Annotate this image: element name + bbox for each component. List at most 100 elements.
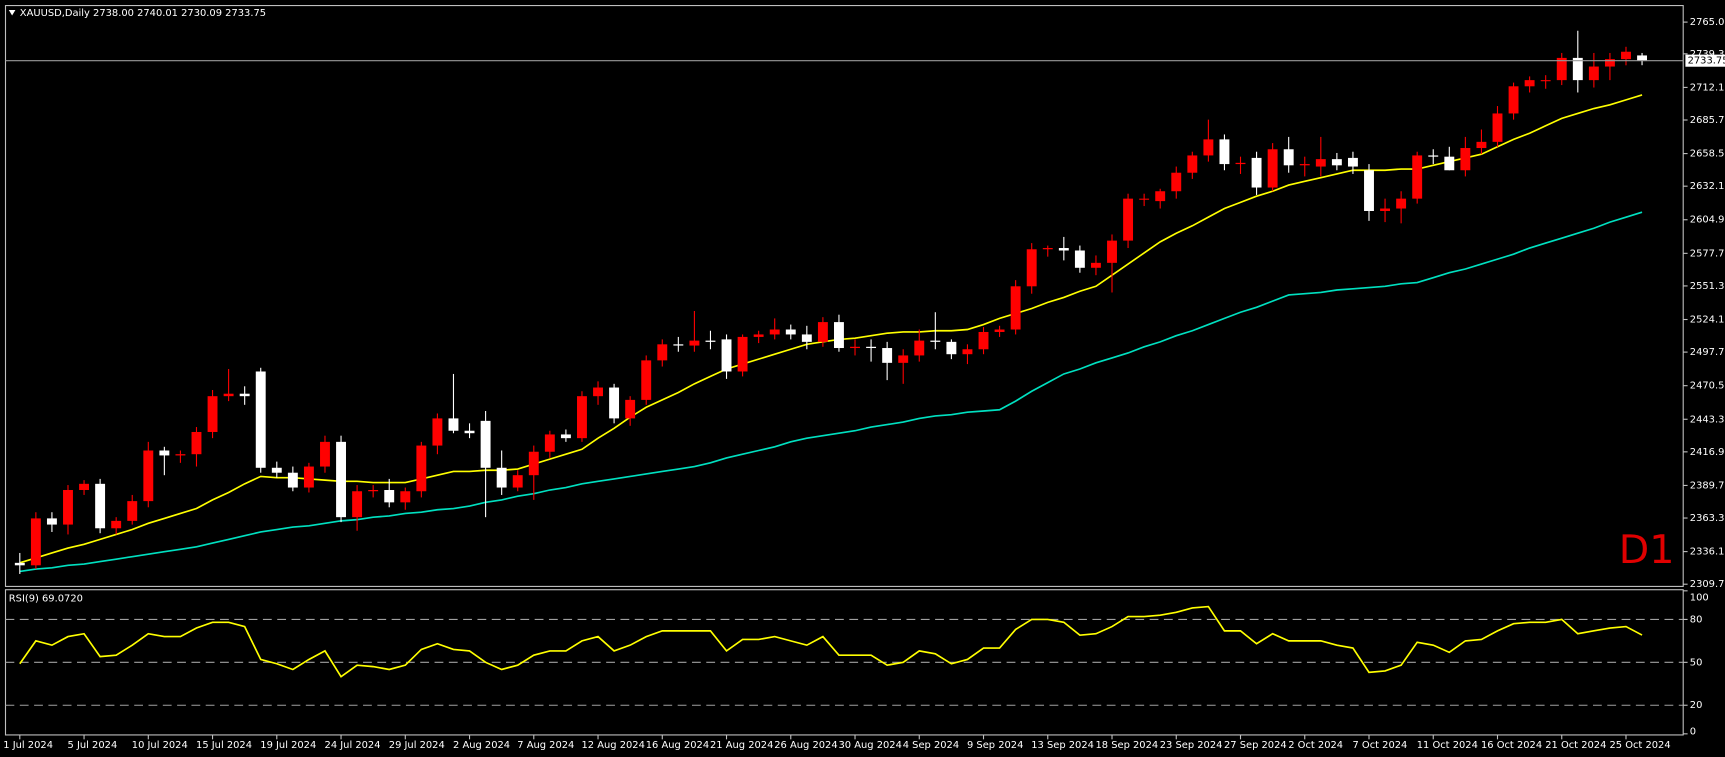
- candle-body: [1235, 162, 1246, 165]
- candle-body: [673, 344, 684, 346]
- x-tick-label: 4 Sep 2024: [903, 740, 959, 751]
- candle-body: [817, 322, 828, 342]
- candle-body: [962, 349, 973, 355]
- candle-body: [14, 562, 25, 566]
- candle-body: [46, 518, 57, 525]
- x-tick-label: 5 Jul 2024: [68, 740, 118, 751]
- y-tick-label: 2524.10: [1690, 315, 1725, 326]
- candle-body: [914, 340, 925, 356]
- candle-body: [785, 329, 796, 335]
- candle-body: [1267, 149, 1278, 188]
- rsi-title: RSI(9) 69.0720: [9, 594, 83, 605]
- price-panel: [4, 5, 1684, 587]
- candle-body: [480, 420, 491, 468]
- candle-body: [1283, 149, 1294, 166]
- candle-body: [432, 418, 443, 446]
- x-tick-label: 2 Oct 2024: [1288, 740, 1343, 751]
- y-tick-label: 2765.00: [1690, 17, 1725, 28]
- candle-body: [1508, 86, 1519, 114]
- candle-body: [416, 445, 427, 492]
- candle-body: [127, 501, 138, 521]
- y-tick-label: 2497.70: [1690, 347, 1725, 358]
- candle-body: [850, 346, 860, 349]
- candle-body: [1364, 170, 1374, 211]
- candle-body: [641, 360, 652, 400]
- candle-body: [1010, 286, 1021, 330]
- candle-body: [1074, 250, 1085, 268]
- x-tick-label: 7 Aug 2024: [517, 740, 574, 751]
- candle-body: [1171, 172, 1182, 192]
- candle-body: [898, 355, 909, 363]
- candle-body: [496, 467, 507, 488]
- y-tick-label: 80: [1690, 614, 1703, 625]
- candle-body: [1155, 191, 1166, 202]
- rsi-line: [19, 605, 1643, 678]
- candle-body: [769, 329, 780, 335]
- candle-body: [593, 387, 603, 397]
- x-tick-label: 16 Oct 2024: [1481, 740, 1542, 751]
- candle-body: [95, 483, 106, 529]
- candle-body: [801, 334, 812, 342]
- y-tick-label: 2470.50: [1690, 381, 1725, 392]
- x-tick-label: 24 Jul 2024: [325, 740, 381, 751]
- candle-body: [368, 490, 379, 492]
- y-tick-label: 2389.70: [1690, 480, 1725, 491]
- candle-body: [30, 518, 41, 566]
- candle-body: [1380, 208, 1391, 211]
- candle-body: [1123, 198, 1134, 241]
- chart-title: XAUUSD,Daily 2738.00 2740.01 2730.09 273…: [20, 8, 266, 19]
- timeframe-label: D1: [1619, 527, 1675, 573]
- candle-body: [1476, 141, 1487, 149]
- candle-body: [1042, 248, 1053, 250]
- candle-body: [882, 348, 893, 363]
- candle-body: [1058, 248, 1069, 251]
- moving-average: [19, 94, 1643, 564]
- candle-body: [448, 418, 459, 431]
- y-tick-label: 0: [1690, 727, 1696, 738]
- candle-body: [1315, 159, 1326, 167]
- candle-body: [994, 329, 1005, 332]
- candle-body: [1107, 240, 1117, 263]
- candle-body: [175, 454, 186, 456]
- x-tick-label: 21 Oct 2024: [1545, 740, 1606, 751]
- y-tick-label: 20: [1690, 700, 1703, 711]
- y-tick-label: 2336.10: [1690, 547, 1725, 558]
- candle-body: [159, 450, 170, 456]
- x-tick-label: 18 Sep 2024: [1096, 740, 1159, 751]
- x-tick-label: 16 Aug 2024: [646, 740, 709, 751]
- candle-body: [1187, 155, 1198, 173]
- candle-body: [528, 451, 539, 476]
- candle-body: [705, 340, 716, 342]
- y-tick-label: 2712.10: [1690, 82, 1725, 93]
- candle-body: [1637, 55, 1648, 61]
- candle-body: [1460, 148, 1471, 171]
- candle-body: [512, 475, 523, 488]
- x-tick-label: 12 Aug 2024: [582, 740, 645, 751]
- candle-body: [930, 340, 941, 342]
- x-tick-label: 1 Jul 2024: [3, 740, 53, 751]
- x-tick-label: 19 Jul 2024: [260, 740, 316, 751]
- x-tick-label: 9 Sep 2024: [967, 740, 1023, 751]
- candle-body: [946, 341, 957, 355]
- candle-body: [400, 491, 411, 503]
- candle-body: [1251, 157, 1262, 188]
- candle-body: [1524, 80, 1535, 87]
- candle-body: [1621, 51, 1631, 60]
- candle-body: [207, 396, 218, 432]
- candle-body: [191, 431, 202, 455]
- candle-body: [609, 387, 620, 419]
- y-tick-label: 50: [1690, 657, 1703, 668]
- candle-body: [223, 393, 234, 397]
- candle-body: [1492, 113, 1503, 142]
- x-tick-label: 7 Oct 2024: [1352, 740, 1407, 751]
- candle-body: [1331, 159, 1342, 166]
- y-tick-label: 2443.30: [1690, 414, 1725, 425]
- candle-body: [143, 450, 154, 502]
- y-tick-label: 2416.90: [1690, 447, 1725, 458]
- price-label: 2733.75: [1688, 56, 1725, 67]
- y-tick-label: 2309.70: [1690, 579, 1725, 590]
- y-tick-label: 2363.30: [1690, 513, 1725, 524]
- candle-body: [384, 490, 395, 503]
- candle-body: [577, 396, 587, 439]
- candle-body: [737, 336, 748, 372]
